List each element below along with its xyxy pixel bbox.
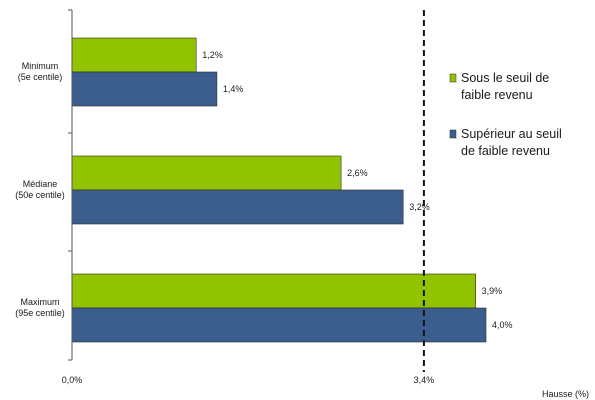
bar-sous-seuil-2 (71, 273, 476, 309)
category-label: (95e centile) (15, 308, 65, 318)
bar-superieur-1 (71, 189, 404, 225)
data-label: 3,9% (482, 286, 503, 296)
legend-label: Sous le seuil de (461, 71, 549, 85)
data-label: 2,6% (347, 168, 368, 178)
x-tick-label: 0,0% (62, 375, 83, 385)
legend-swatch (449, 129, 457, 139)
category-label: Minimum (22, 61, 59, 71)
data-label: 4,0% (492, 320, 513, 330)
legend-swatch (449, 73, 457, 83)
category-label: (50e centile) (15, 190, 65, 200)
legend-label: Supérieur au seuil (461, 127, 562, 141)
axes-layer (68, 9, 425, 372)
legend-label: faible revenu (461, 88, 533, 102)
category-label: (5e centile) (18, 72, 63, 82)
bar-superieur-0 (71, 71, 218, 107)
data-label: 1,4% (223, 84, 244, 94)
bars-layer (71, 37, 487, 343)
bar-sous-seuil-0 (71, 37, 197, 73)
labels-layer: 1,2% 2,6% 3,9% 1,4% 3,2% 4,0% Minimum(5e centi… (15, 50, 589, 399)
legend-label: de faible revenu (461, 144, 550, 158)
x-axis-title: Hausse (%) (542, 389, 589, 399)
x-tick-label: 3,4% (414, 375, 435, 385)
data-label: 3,2% (409, 202, 430, 212)
bar-sous-seuil-1 (71, 155, 342, 191)
category-label: Médiane (23, 179, 58, 189)
category-label: Maximum (20, 297, 59, 307)
data-label: 1,2% (202, 50, 223, 60)
bar-superieur-2 (71, 307, 487, 343)
legend: Sous le seuil de faible revenu Supérieur a… (449, 71, 562, 158)
